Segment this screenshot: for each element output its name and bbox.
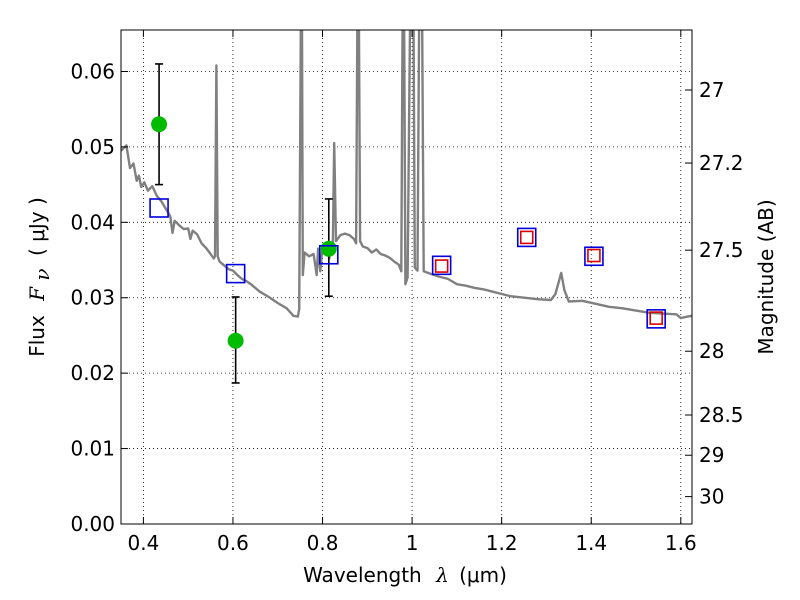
y-axis-units: ( μJy )	[25, 197, 49, 256]
y-axis-symbol: F	[25, 286, 49, 302]
y-axis-subscript: ν	[30, 268, 54, 280]
observed-ir-square	[434, 259, 449, 273]
x-tick-label: 0.4	[127, 531, 159, 555]
model-photometry-square	[646, 309, 666, 329]
y2-tick-label: 28	[699, 339, 724, 363]
observed-flux-point	[320, 240, 337, 257]
y2-tick-label: 30	[699, 485, 724, 509]
x-tick-label: 1.4	[575, 531, 607, 555]
y-tick-label: 0.02	[70, 361, 115, 385]
model-photometry-square	[318, 244, 339, 265]
observed-ir-square	[519, 230, 534, 245]
x-axis-units: (μm)	[459, 563, 507, 587]
model-photometry-square	[225, 263, 246, 284]
y2-tick-label: 27.5	[699, 238, 744, 262]
plot-frame	[120, 29, 693, 525]
model-spectrum-line	[121, 30, 692, 320]
observed-ir-square	[649, 311, 663, 325]
plot-area	[121, 30, 692, 320]
observed-ir-square	[587, 248, 601, 263]
markers	[149, 63, 666, 384]
y-axis-title: Flux F ν ( μJy )	[25, 197, 54, 357]
model-photometry-square	[149, 198, 169, 218]
observed-flux-point	[227, 332, 244, 349]
y2-tick-label: 27	[699, 78, 724, 102]
x-tick-label: 0.8	[307, 531, 339, 555]
ticks: 0.4 0.6 0.8 1 1.2 1.4 1.6 0.00 0.01 0.02 0.03 0.04 0…	[70, 30, 744, 555]
y2-tick-label: 28.5	[699, 403, 744, 427]
x-tick-label: 1.6	[665, 531, 697, 555]
y-tick-label: 0.06	[70, 59, 115, 83]
y-axis-title-text: Flux	[25, 315, 49, 357]
x-tick-label: 1	[406, 531, 419, 555]
x-tick-label: 1.2	[486, 531, 518, 555]
y2-axis-title: Magnitude (AB)	[754, 199, 778, 354]
y-tick-label: 0.01	[70, 437, 115, 461]
x-tick-label: 0.6	[217, 531, 249, 555]
y-tick-label: 0.03	[70, 286, 115, 310]
x-axis-symbol: λ	[435, 563, 449, 587]
y-tick-label: 0.00	[70, 512, 115, 536]
y-tick-label: 0.05	[70, 135, 115, 159]
y-tick-label: 0.04	[70, 210, 115, 234]
x-axis-title-text: Wavelength	[303, 563, 422, 587]
x-axis-title: Wavelength λ (μm)	[303, 563, 507, 587]
model-photometry-square	[431, 255, 452, 276]
y2-tick-label: 27.2	[699, 151, 744, 175]
model-photometry-square	[584, 246, 604, 267]
y2-tick-label: 29	[699, 443, 724, 467]
observed-flux-point	[151, 116, 168, 133]
model-photometry-square	[516, 227, 537, 248]
